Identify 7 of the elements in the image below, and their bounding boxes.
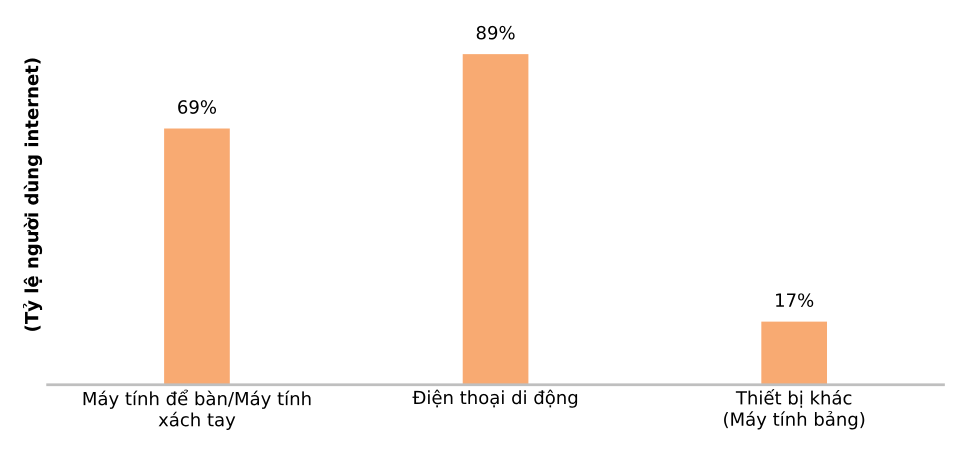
data-label: 89% (476, 26, 515, 40)
data-label: 17% (776, 293, 814, 307)
data-label: 69% (178, 100, 216, 114)
y-axis-title: (Tỷ lệ người dùng internet) (22, 58, 42, 331)
x-tick-label: Máy tính để bàn/Máy tính xách tay (84, 390, 311, 430)
x-tick-label: Thiết bị khác (Máy tính bảng) (724, 389, 864, 430)
x-tick-label: Điện thoại di động (412, 390, 578, 408)
